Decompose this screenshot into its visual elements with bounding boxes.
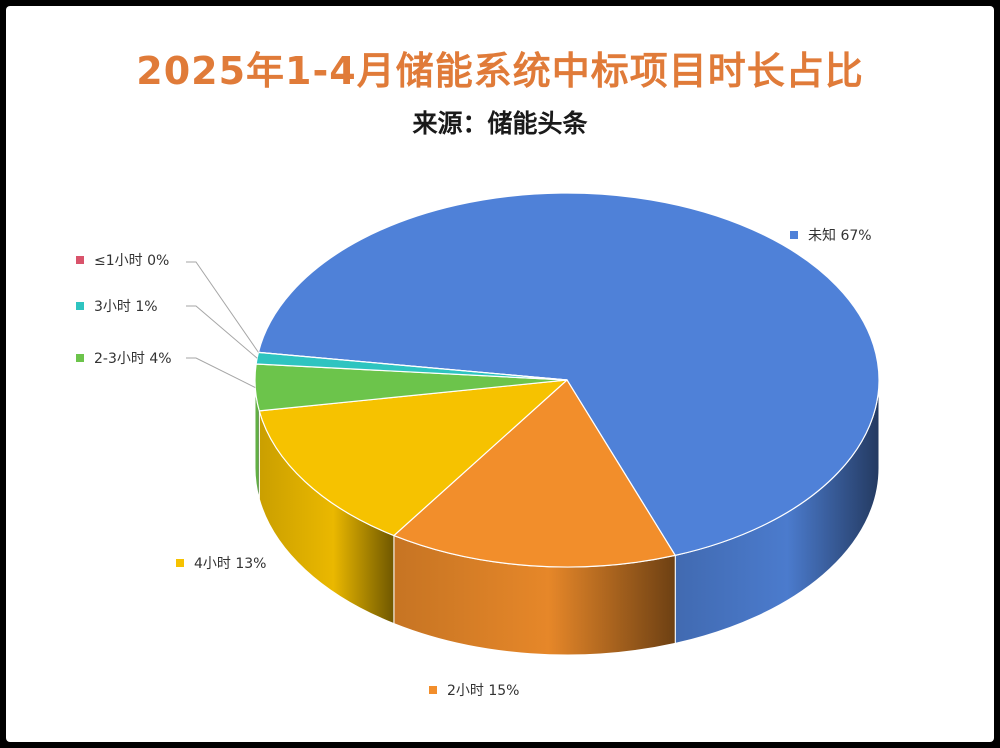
data-label-5: ≤1小时 0% <box>94 253 169 269</box>
label-marker-5 <box>76 256 84 264</box>
label-marker-0 <box>790 231 798 239</box>
data-label-4: 3小时 1% <box>94 299 158 315</box>
label-marker-1 <box>429 686 437 694</box>
data-label-3: 2-3小时 4% <box>94 351 172 367</box>
data-label-1: 2小时 15% <box>447 683 519 699</box>
pie-slice-5 <box>257 351 568 381</box>
label-marker-4 <box>76 302 84 310</box>
label-marker-2 <box>176 559 184 567</box>
chart-subtitle: 来源：储能头条 <box>412 109 588 138</box>
pie-slice-2 <box>258 379 568 537</box>
pie-slice-0 <box>257 192 880 556</box>
leader-line-3 <box>186 357 256 388</box>
label-marker-3 <box>76 354 84 362</box>
leader-line-5 <box>186 261 259 353</box>
pie-slice-1 <box>393 379 676 568</box>
leader-line-4 <box>186 305 258 359</box>
chart-title: 2025年1-4月储能系统中标项目时长占比 <box>136 49 864 93</box>
data-label-0: 未知 67% <box>808 227 872 244</box>
data-label-2: 4小时 13% <box>194 556 266 572</box>
